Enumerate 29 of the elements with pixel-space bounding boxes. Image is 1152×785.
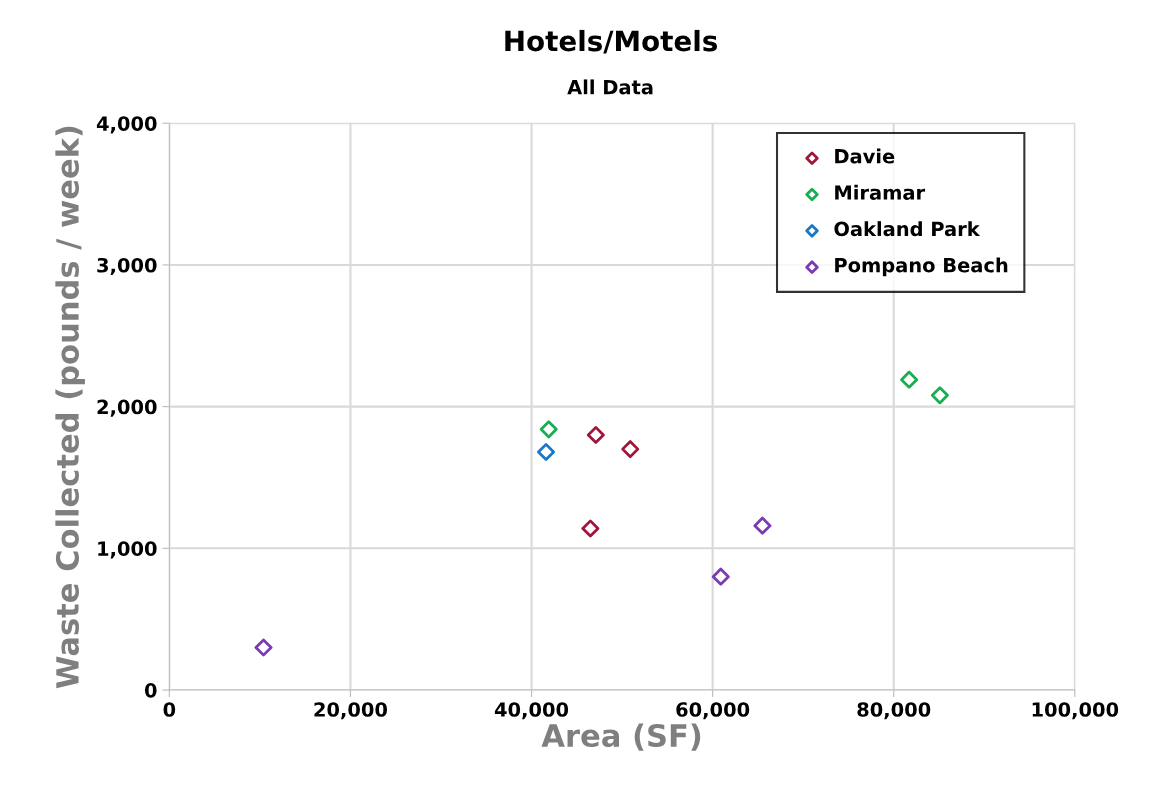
x-tick-label: 40,000 xyxy=(494,702,569,720)
y-tick-label: 3,000 xyxy=(97,257,157,276)
point xyxy=(581,519,600,538)
legend-label: Oakland Park xyxy=(834,221,981,237)
y-axis-title: Waste Collected (pounds / week) xyxy=(55,126,85,689)
x-tick-label: 100,000 xyxy=(1032,702,1119,720)
x-tick-label: 0 xyxy=(163,702,176,717)
x-axis-title: Area (SF) xyxy=(541,723,701,751)
x-tick-label: 80,000 xyxy=(857,702,931,720)
chart-subtitle: All Data xyxy=(567,79,653,95)
point xyxy=(930,386,949,405)
y-tick-label: 1,000 xyxy=(98,541,157,559)
point xyxy=(753,516,772,535)
point xyxy=(621,440,640,459)
x-tick-label: 60,000 xyxy=(676,702,750,720)
y-tick-label: 0 xyxy=(144,682,157,698)
point xyxy=(539,420,558,439)
point xyxy=(900,370,919,389)
point xyxy=(254,638,273,657)
point xyxy=(711,567,730,586)
legend-label: Davie xyxy=(835,148,895,164)
legend-label: Pompano Beach xyxy=(835,257,1008,277)
x-tick-label: 20,000 xyxy=(314,702,388,720)
chart-title: Hotels/Motels xyxy=(505,29,718,54)
y-tick-label: 4,000 xyxy=(96,116,157,134)
legend-label: Miramar xyxy=(835,184,926,200)
y-tick-label: 2,000 xyxy=(97,399,157,417)
point xyxy=(586,425,605,444)
point xyxy=(537,442,556,461)
